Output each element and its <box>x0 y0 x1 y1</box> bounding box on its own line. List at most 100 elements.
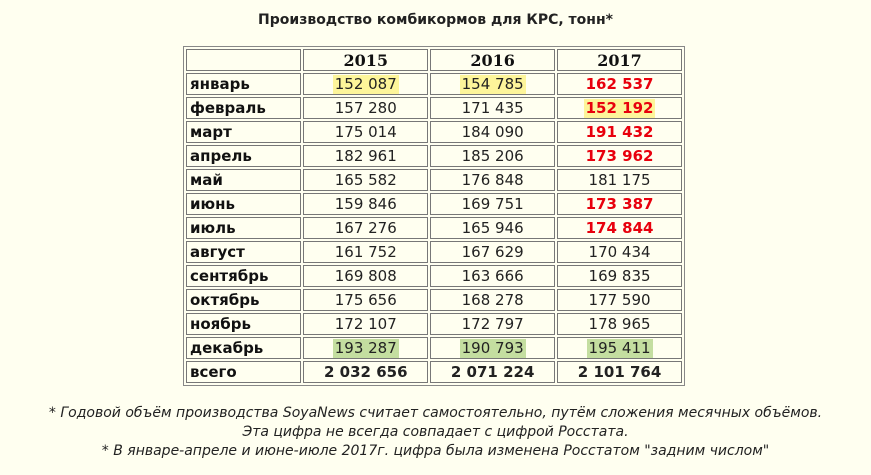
value-text: 161 752 <box>334 242 397 261</box>
value-cell: 191 432 <box>557 121 682 143</box>
page-title: Производство комбикормов для КРС, тонн* <box>258 12 613 28</box>
value-cell: 174 844 <box>557 217 682 239</box>
table-total-row: всего 2 032 656 2 071 224 2 101 764 <box>186 361 682 383</box>
header-year-2015: 2015 <box>303 49 429 71</box>
value-text: 181 175 <box>588 170 651 189</box>
value-text: 171 435 <box>461 98 524 117</box>
value-text: 174 844 <box>585 218 654 237</box>
value-cell: 167 276 <box>303 217 429 239</box>
value-text: 195 411 <box>586 338 653 358</box>
table-row: декабрь 193 287 190 793 195 411 <box>186 337 682 359</box>
table-row: январь 152 087 154 785 162 537 <box>186 73 682 95</box>
value-cell: 184 090 <box>430 121 556 143</box>
value-text: 173 962 <box>585 146 654 165</box>
value-text: 159 846 <box>334 194 397 213</box>
value-text: 170 434 <box>588 242 651 261</box>
value-cell: 167 629 <box>430 241 556 263</box>
value-text: 175 656 <box>334 290 397 309</box>
value-cell: 170 434 <box>557 241 682 263</box>
table-row: март 175 014 184 090 191 432 <box>186 121 682 143</box>
value-text: 185 206 <box>461 146 524 165</box>
value-text: 163 666 <box>461 266 524 285</box>
value-text: 157 280 <box>334 98 397 117</box>
month-label: октябрь <box>186 289 302 311</box>
value-cell: 161 752 <box>303 241 429 263</box>
value-text: 173 387 <box>585 194 654 213</box>
value-text: 178 965 <box>588 314 651 333</box>
value-text: 167 629 <box>461 242 524 261</box>
total-value-cell: 2 071 224 <box>430 361 556 383</box>
table-row: февраль 157 280 171 435 152 192 <box>186 97 682 119</box>
value-cell: 163 666 <box>430 265 556 287</box>
month-label: январь <box>186 73 302 95</box>
value-cell: 182 961 <box>303 145 429 167</box>
value-cell: 175 014 <box>303 121 429 143</box>
value-text: 172 797 <box>461 314 524 333</box>
value-text: 177 590 <box>588 290 651 309</box>
value-cell: 190 793 <box>430 337 556 359</box>
value-text: 152 087 <box>332 74 399 94</box>
table-row: август 161 752 167 629 170 434 <box>186 241 682 263</box>
value-text: 169 808 <box>334 266 397 285</box>
value-cell: 173 387 <box>557 193 682 215</box>
table-body: январь 152 087 154 785 162 537 февраль 157 28… <box>186 73 682 383</box>
header-year-2016: 2016 <box>430 49 556 71</box>
table-header-row: 2015 2016 2017 <box>186 49 682 71</box>
header-empty-cell <box>186 49 302 71</box>
value-cell: 159 846 <box>303 193 429 215</box>
value-text: 172 107 <box>334 314 397 333</box>
value-cell: 185 206 <box>430 145 556 167</box>
value-cell: 169 751 <box>430 193 556 215</box>
value-cell: 173 962 <box>557 145 682 167</box>
value-cell: 178 965 <box>557 313 682 335</box>
value-cell: 177 590 <box>557 289 682 311</box>
table-row: июль 167 276 165 946 174 844 <box>186 217 682 239</box>
value-text: 165 946 <box>461 218 524 237</box>
value-cell: 168 278 <box>430 289 556 311</box>
value-cell: 165 582 <box>303 169 429 191</box>
footnote-1: * Годовой объём производства SoyaNews сч… <box>48 405 823 421</box>
value-text: 175 014 <box>334 122 397 141</box>
month-label: декабрь <box>186 337 302 359</box>
month-label: февраль <box>186 97 302 119</box>
value-text: 169 835 <box>588 266 651 285</box>
value-cell: 172 107 <box>303 313 429 335</box>
value-text: 190 793 <box>459 338 526 358</box>
value-text: 193 287 <box>332 338 399 358</box>
value-cell: 176 848 <box>430 169 556 191</box>
production-table: 2015 2016 2017 январь 152 087 154 785 162 5… <box>183 46 685 386</box>
total-label: всего <box>186 361 302 383</box>
value-text: 152 192 <box>583 98 656 118</box>
table-row: июнь 159 846 169 751 173 387 <box>186 193 682 215</box>
month-label: апрель <box>186 145 302 167</box>
value-text: 176 848 <box>461 170 524 189</box>
month-label: ноябрь <box>186 313 302 335</box>
value-cell: 157 280 <box>303 97 429 119</box>
footnotes: * Годовой объём производства SoyaNews сч… <box>0 404 871 461</box>
table-row: сентябрь 169 808 163 666 169 835 <box>186 265 682 287</box>
value-text: 162 537 <box>585 74 654 93</box>
value-text: 167 276 <box>334 218 397 237</box>
value-text: 168 278 <box>461 290 524 309</box>
value-cell: 175 656 <box>303 289 429 311</box>
value-cell: 181 175 <box>557 169 682 191</box>
value-cell: 152 087 <box>303 73 429 95</box>
value-cell: 165 946 <box>430 217 556 239</box>
table-row: ноябрь 172 107 172 797 178 965 <box>186 313 682 335</box>
total-value-cell: 2 032 656 <box>303 361 429 383</box>
value-cell: 195 411 <box>557 337 682 359</box>
month-label: май <box>186 169 302 191</box>
month-label: август <box>186 241 302 263</box>
header-year-2017: 2017 <box>557 49 682 71</box>
value-text: 182 961 <box>334 146 397 165</box>
value-text: 191 432 <box>585 122 654 141</box>
value-cell: 162 537 <box>557 73 682 95</box>
value-text: 154 785 <box>459 74 526 94</box>
value-cell: 169 808 <box>303 265 429 287</box>
table-row: октябрь 175 656 168 278 177 590 <box>186 289 682 311</box>
table-row: май 165 582 176 848 181 175 <box>186 169 682 191</box>
value-cell: 171 435 <box>430 97 556 119</box>
table-row: апрель 182 961 185 206 173 962 <box>186 145 682 167</box>
value-cell: 172 797 <box>430 313 556 335</box>
total-value-cell: 2 101 764 <box>557 361 682 383</box>
